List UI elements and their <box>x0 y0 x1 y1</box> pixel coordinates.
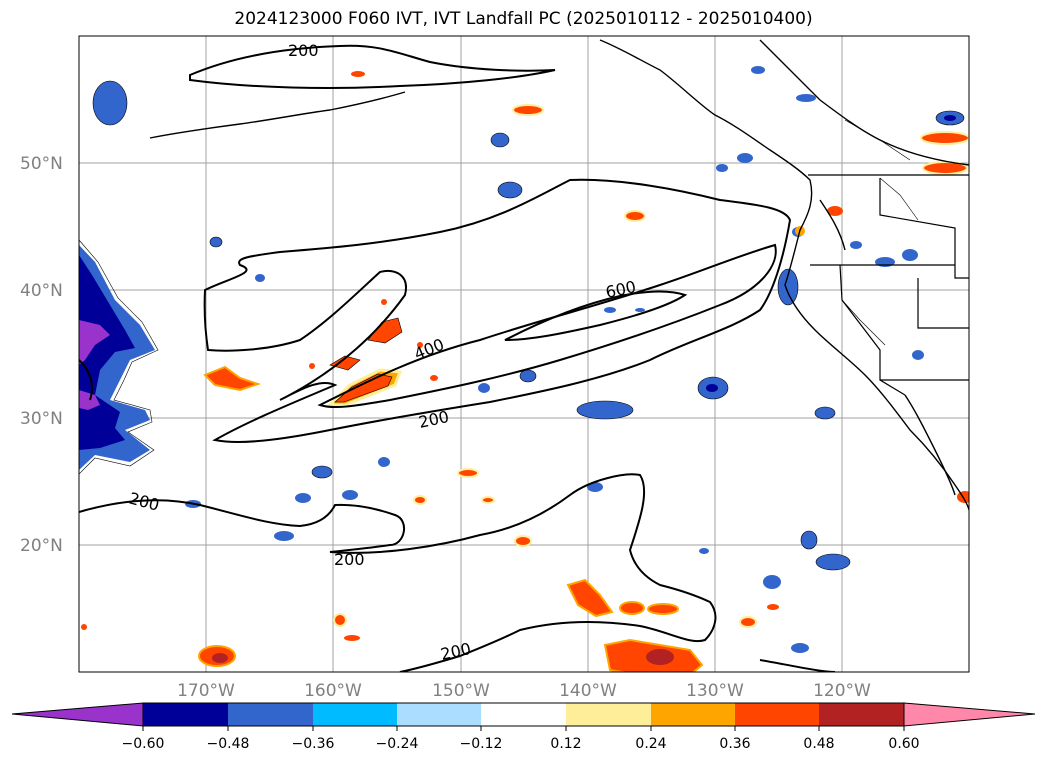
contour-200-south <box>79 473 717 672</box>
colorbar-tick-label: −0.48 <box>207 736 250 752</box>
map-title: 2024123000 F060 IVT, IVT Landfall PC (20… <box>234 9 813 29</box>
contour-label: 200 <box>288 41 319 60</box>
colorbar-segment <box>397 703 481 726</box>
colorbar-segment <box>566 703 651 726</box>
lon-label: 140°W <box>559 681 617 701</box>
political-borders <box>808 174 969 396</box>
negative-pc-blobs <box>92 66 965 653</box>
lon-label: 130°W <box>686 681 744 701</box>
colorbar-tick-label: 0.60 <box>888 736 919 752</box>
colorbar-extend-high <box>903 702 1036 727</box>
colorbar-extend-low <box>11 702 144 727</box>
state-borders <box>841 119 919 346</box>
colorbar-segment <box>651 703 735 726</box>
colorbar-tick-label: −0.60 <box>122 736 165 752</box>
ivt-contours <box>79 44 836 672</box>
lon-label: 150°W <box>432 681 490 701</box>
colorbar-segment <box>481 703 566 726</box>
colorbar-tick-label: −0.24 <box>376 736 419 752</box>
lat-label: 40°N <box>20 281 63 301</box>
lon-label: 170°W <box>177 681 235 701</box>
map-plot-area <box>79 36 969 672</box>
positive-pc-blobs <box>81 71 969 672</box>
colorbar-segment <box>313 703 397 726</box>
lat-label: 30°N <box>20 409 63 429</box>
colorbar-segment <box>143 703 228 726</box>
contour-label: 200 <box>334 550 365 569</box>
contour-600 <box>504 290 688 341</box>
longitude-labels: 170°W 160°W 150°W 140°W 130°W 120°W <box>177 681 871 701</box>
contour-400 <box>317 243 777 409</box>
coastline <box>149 39 969 511</box>
colorbar-tick-label: 0.12 <box>550 736 581 752</box>
contour-200-westtip <box>79 359 93 401</box>
latitude-labels: 50°N 40°N 30°N 20°N <box>20 154 63 556</box>
colorbar-tick-label: −0.36 <box>292 736 335 752</box>
lat-label: 50°N <box>20 154 63 174</box>
colorbar-tick-label: −0.12 <box>460 736 503 752</box>
lon-label: 120°W <box>813 681 871 701</box>
contour-200-north <box>189 44 556 89</box>
colorbar-tick-label: 0.36 <box>719 736 750 752</box>
lat-label: 20°N <box>20 536 63 556</box>
map-frame <box>78 35 970 673</box>
colorbar-segment <box>819 703 904 726</box>
colorbar-segment <box>228 703 313 726</box>
colorbar-segment <box>735 703 819 726</box>
colorbar: −0.60 −0.48 −0.36 −0.24 −0.12 0.12 0.24 … <box>11 702 1036 752</box>
contour-200-main <box>203 178 792 443</box>
colorbar-tick-label: 0.48 <box>803 736 834 752</box>
colorbar-tick-label: 0.24 <box>635 736 666 752</box>
lon-label: 160°W <box>304 681 362 701</box>
negative-pc-blob-west <box>79 239 159 475</box>
